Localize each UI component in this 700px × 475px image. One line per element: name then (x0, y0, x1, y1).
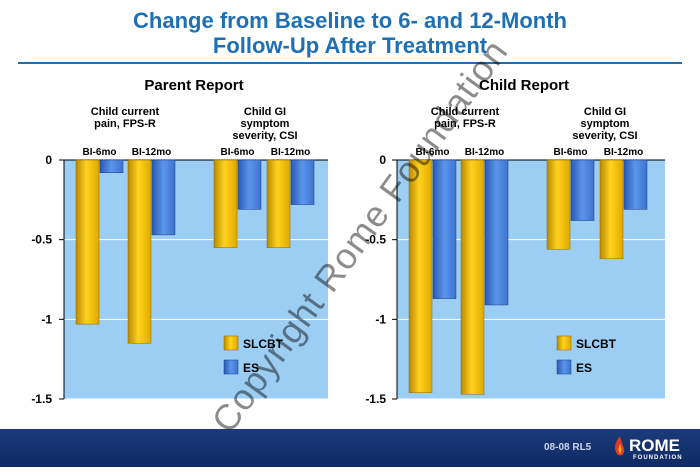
bar-slcbt (127, 159, 152, 344)
group-label-line: Child current (430, 106, 500, 118)
slide-title: Change from Baseline to 6- and 12-Month … (0, 8, 700, 58)
y-tick-label: -1.5 (31, 392, 52, 406)
legend-swatch-es (223, 359, 239, 375)
legend-label-slcbt: SLCBT (243, 337, 284, 351)
bar-es (570, 159, 595, 221)
bar-slcbt (266, 159, 291, 248)
footer-bar (0, 429, 700, 467)
bar-es (623, 159, 648, 210)
group-label-line: severity, CSI (572, 130, 638, 142)
group-label-child-gi: Child GI symptom severity, CSI (550, 106, 660, 142)
group-label-parent-pain: Child current pain, FPS-R (70, 106, 180, 130)
group-label-line: severity, CSI (232, 130, 298, 142)
logo-wordmark: ROME (629, 436, 680, 455)
group-label-line: Child GI (583, 106, 627, 118)
y-tick-label: 0 (379, 153, 386, 167)
category-label: BI-6mo (221, 147, 255, 158)
bar-slcbt (546, 159, 571, 250)
category-label: BI-12mo (465, 147, 504, 158)
y-tick-label: -1 (41, 312, 52, 326)
category-label: BI-6mo (416, 147, 450, 158)
category-label: BI-12mo (132, 147, 171, 158)
group-label-line: Child GI (243, 106, 287, 118)
bar-es (290, 159, 315, 205)
category-label: BI-6mo (554, 147, 588, 158)
slide-code: 08-08 RL5 (544, 442, 592, 453)
category-label: BI-12mo (604, 147, 643, 158)
legend-swatch-es (556, 359, 572, 375)
legend-label-slcbt: SLCBT (576, 337, 617, 351)
bar-es (99, 159, 124, 173)
title-divider (18, 62, 682, 64)
group-label-line: symptom (240, 118, 290, 130)
legend-label-es: ES (576, 361, 592, 375)
logo-subtitle: FOUNDATION (633, 455, 683, 461)
bar-es (432, 159, 457, 299)
y-tick-label: 0 (45, 153, 52, 167)
legend-swatch-slcbt (223, 335, 239, 351)
chart-title-child: Child Report (479, 77, 569, 94)
group-label-line: pain, FPS-R (434, 118, 496, 130)
slide-title-line1: Change from Baseline to 6- and 12-Month (133, 8, 567, 33)
legend-swatch-slcbt (556, 335, 572, 351)
category-label: BI-6mo (83, 147, 117, 158)
y-tick-label: -0.5 (365, 233, 386, 247)
bar-es (151, 159, 176, 236)
group-label-line: Child current (90, 106, 160, 118)
group-label-line: pain, FPS-R (94, 118, 156, 130)
bar-slcbt (408, 159, 433, 393)
y-tick-label: -1.5 (365, 392, 386, 406)
y-tick-label: -0.5 (31, 233, 52, 247)
bar-slcbt (75, 159, 100, 325)
group-label-line: symptom (580, 118, 630, 130)
bar-es (484, 159, 509, 306)
category-label: BI-12mo (271, 147, 310, 158)
bar-es (237, 159, 262, 210)
flame-icon (615, 436, 625, 456)
slide-title-line2: Follow-Up After Treatment (212, 33, 488, 58)
group-label-child-pain: Child current pain, FPS-R (410, 106, 520, 130)
bar-slcbt (460, 159, 485, 395)
group-label-parent-gi: Child GI symptom severity, CSI (210, 106, 320, 142)
y-tick-label: -1 (375, 312, 386, 326)
chart-title-parent: Parent Report (144, 77, 244, 94)
legend-label-es: ES (243, 361, 259, 375)
bar-slcbt (599, 159, 624, 260)
bar-slcbt (213, 159, 238, 248)
